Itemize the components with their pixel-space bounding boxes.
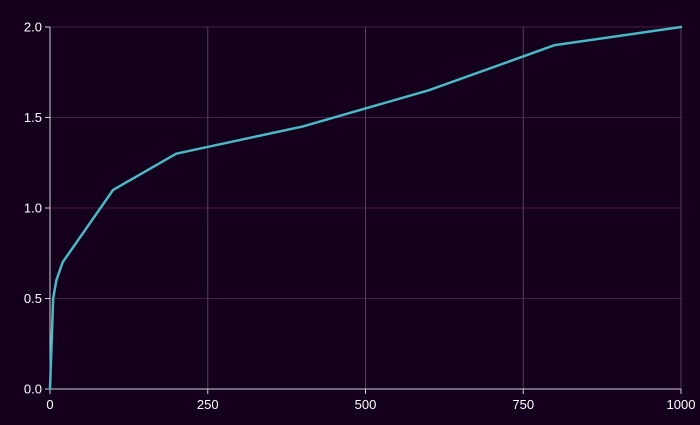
y-tick-label-3: 1.5 xyxy=(24,110,42,125)
x-tick-label-2: 500 xyxy=(355,397,377,412)
y-tick-label-2: 1.0 xyxy=(24,201,42,216)
y-tick-label-0: 0.0 xyxy=(24,382,42,397)
series-line-0 xyxy=(48,25,683,391)
x-tick-label-0: 0 xyxy=(46,397,53,412)
x-tick-label-3: 750 xyxy=(512,397,534,412)
tick-labels: 0.0 0.5 1.0 1.5 2.0 0 250 500 750 1000 xyxy=(24,20,696,413)
y-tick-label-1: 0.5 xyxy=(24,291,42,306)
axes xyxy=(45,26,682,394)
grid-lines xyxy=(50,26,682,389)
y-tick-label-4: 2.0 xyxy=(24,20,42,35)
series-lines xyxy=(48,25,683,391)
x-tick-label-4: 1000 xyxy=(667,397,696,412)
x-tick-label-1: 250 xyxy=(197,397,219,412)
